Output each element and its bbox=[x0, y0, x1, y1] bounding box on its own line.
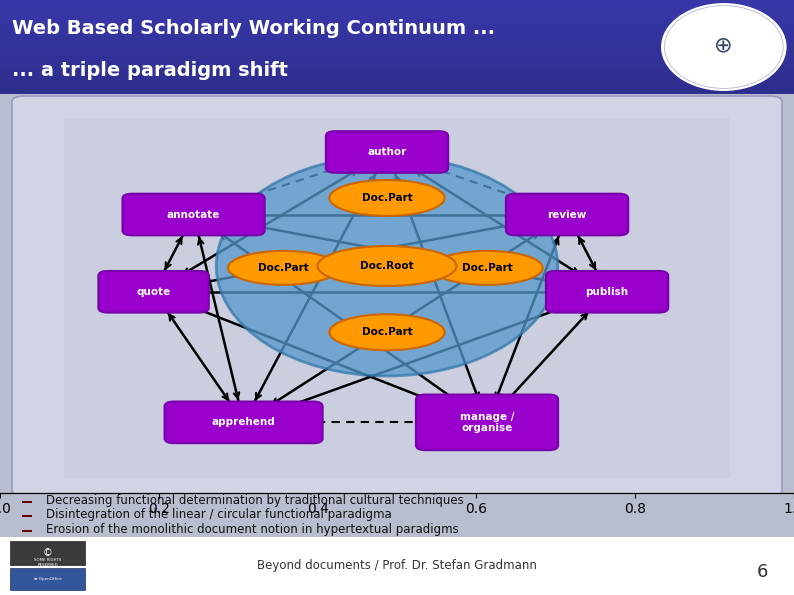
Bar bbox=[0, 73, 794, 75]
Bar bbox=[0, 57, 794, 59]
Text: Erosion of the monolithic document notion in hypertextual paradigms: Erosion of the monolithic document notio… bbox=[46, 524, 459, 536]
Text: Web Based Scholarly Working Continuum ...: Web Based Scholarly Working Continuum ..… bbox=[12, 19, 495, 38]
Bar bbox=[0, 49, 794, 52]
Text: publish: publish bbox=[585, 287, 629, 297]
Bar bbox=[0, 64, 794, 66]
Text: apprehend: apprehend bbox=[212, 417, 276, 427]
Bar bbox=[0, 5, 794, 7]
Bar bbox=[0, 19, 794, 21]
Bar bbox=[0, 40, 794, 42]
Bar bbox=[0, 71, 794, 73]
Text: ©: © bbox=[43, 548, 52, 558]
Ellipse shape bbox=[318, 246, 457, 286]
FancyBboxPatch shape bbox=[10, 568, 85, 590]
Text: Doc.Part: Doc.Part bbox=[461, 263, 512, 273]
Bar bbox=[0, 84, 794, 87]
FancyBboxPatch shape bbox=[416, 394, 558, 450]
Bar bbox=[0, 59, 794, 61]
Text: Doc.Part: Doc.Part bbox=[361, 193, 412, 203]
Ellipse shape bbox=[228, 251, 339, 285]
Bar bbox=[0, 17, 794, 19]
Text: Beyond documents / Prof. Dr. Stefan Gradmann: Beyond documents / Prof. Dr. Stefan Grad… bbox=[257, 559, 537, 572]
Bar bbox=[0, 68, 794, 70]
FancyBboxPatch shape bbox=[546, 271, 669, 312]
Bar bbox=[0, 30, 794, 33]
Bar bbox=[0, 35, 794, 37]
Text: Doc.Root: Doc.Root bbox=[360, 261, 414, 271]
Text: Doc.Part: Doc.Part bbox=[361, 327, 412, 337]
Bar bbox=[0, 21, 794, 23]
FancyBboxPatch shape bbox=[326, 131, 448, 173]
Bar bbox=[0, 12, 794, 14]
Bar bbox=[0, 66, 794, 68]
FancyBboxPatch shape bbox=[12, 96, 782, 496]
Bar bbox=[0, 47, 794, 49]
Text: ... a triple paradigm shift: ... a triple paradigm shift bbox=[12, 61, 288, 80]
Bar bbox=[0, 14, 794, 17]
Bar bbox=[0, 61, 794, 64]
Bar bbox=[0, 37, 794, 40]
Text: review: review bbox=[547, 209, 587, 220]
Ellipse shape bbox=[216, 156, 557, 376]
Bar bbox=[0, 77, 794, 80]
FancyBboxPatch shape bbox=[122, 194, 264, 235]
Text: ⊕: ⊕ bbox=[715, 35, 733, 55]
Bar bbox=[0, 45, 794, 47]
Text: Disintegration of the linear / circular functional paradigma: Disintegration of the linear / circular … bbox=[46, 508, 391, 521]
Bar bbox=[0, 10, 794, 12]
Bar bbox=[0, 80, 794, 82]
FancyBboxPatch shape bbox=[10, 541, 85, 565]
Text: quote: quote bbox=[137, 287, 171, 297]
Bar bbox=[0, 89, 794, 92]
Bar bbox=[0, 82, 794, 84]
Bar bbox=[22, 502, 32, 503]
Bar bbox=[0, 75, 794, 77]
Bar bbox=[0, 7, 794, 10]
FancyBboxPatch shape bbox=[164, 402, 322, 443]
Bar bbox=[22, 530, 32, 532]
Ellipse shape bbox=[330, 314, 445, 350]
Bar bbox=[0, 92, 794, 94]
Ellipse shape bbox=[431, 251, 542, 285]
Text: ≡ OpenOffice: ≡ OpenOffice bbox=[33, 577, 62, 581]
Text: Doc.Part: Doc.Part bbox=[258, 263, 309, 273]
Text: annotate: annotate bbox=[167, 209, 220, 220]
Bar bbox=[0, 2, 794, 5]
Text: 6: 6 bbox=[757, 563, 769, 581]
FancyBboxPatch shape bbox=[98, 271, 209, 312]
Bar bbox=[0, 54, 794, 57]
Text: SOME RIGHTS
RESERVED: SOME RIGHTS RESERVED bbox=[34, 558, 61, 566]
Bar bbox=[0, 52, 794, 54]
Bar bbox=[0, 28, 794, 30]
Ellipse shape bbox=[330, 180, 445, 216]
Bar bbox=[0, 23, 794, 26]
Text: manage /
organise: manage / organise bbox=[460, 412, 515, 433]
Bar bbox=[64, 118, 730, 478]
Text: author: author bbox=[368, 147, 407, 157]
Bar bbox=[0, 87, 794, 89]
Bar bbox=[0, 0, 794, 2]
Circle shape bbox=[661, 4, 786, 90]
Bar bbox=[22, 515, 32, 516]
Text: Decreasing functional determination by traditional cultural techniques: Decreasing functional determination by t… bbox=[46, 494, 464, 507]
Bar bbox=[0, 42, 794, 45]
Bar bbox=[0, 33, 794, 35]
FancyBboxPatch shape bbox=[506, 194, 628, 235]
Bar bbox=[0, 26, 794, 28]
